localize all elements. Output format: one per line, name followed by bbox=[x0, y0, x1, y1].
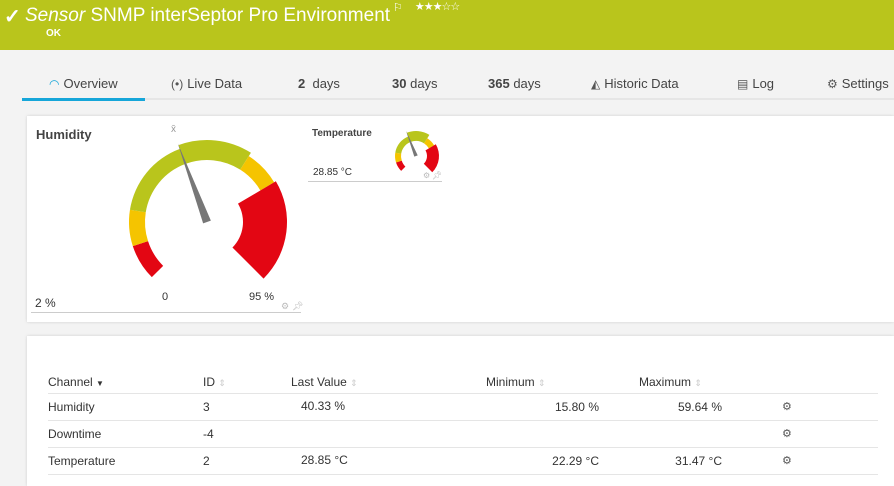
title-row: Sensor SNMP interSeptor Pro Environment … bbox=[25, 1, 460, 27]
humidity-underline bbox=[31, 312, 301, 313]
humidity-gauge-needle bbox=[177, 143, 211, 224]
temperature-underline bbox=[308, 181, 442, 182]
tab-bar: ◠ Overview (•) Live Data 2 days 30 days 36… bbox=[22, 70, 894, 101]
maximum-value bbox=[639, 420, 782, 448]
humidity-gauge-red-high-segment bbox=[232, 181, 287, 279]
temperature-gauge-red-low-segment bbox=[396, 160, 406, 171]
humidity-gauge-red-low-segment bbox=[132, 241, 164, 278]
gauges-panel: Humidity x̄ 2 % 0 95 % ⚙ 📌︎ Temperature … bbox=[27, 116, 894, 322]
tab-overview[interactable]: ◠ Overview bbox=[22, 76, 145, 101]
col-minimum[interactable]: Minimum ⇕ bbox=[486, 372, 639, 394]
table-row[interactable]: Humidity 3 40.33 % 15.80 % 59.64 % ⚙ bbox=[48, 393, 878, 421]
last-value bbox=[291, 420, 486, 448]
last-value: 40.33 % bbox=[291, 393, 486, 421]
gear-icon: ⚙ bbox=[827, 77, 838, 91]
check-icon: ✓ bbox=[4, 6, 21, 28]
channel-name[interactable]: Downtime bbox=[48, 420, 203, 448]
channel-settings-icon[interactable]: ⚙ bbox=[782, 393, 878, 421]
humidity-gauge-yellow-high-segment bbox=[240, 156, 275, 191]
gear-icon[interactable]: ⚙ bbox=[423, 171, 431, 180]
gauge-max-label: 95 % bbox=[249, 291, 275, 303]
channel-id: -4 bbox=[203, 420, 291, 448]
minimum-value: 22.29 °C bbox=[486, 447, 639, 475]
pin-icon[interactable]: 📌︎ bbox=[432, 171, 443, 180]
maximum-value: 59.64 % bbox=[639, 393, 782, 421]
tab-30-days[interactable]: 30 days bbox=[392, 76, 438, 91]
sort-icon: ⇕ bbox=[694, 378, 702, 389]
temperature-gauge-green-segment-upper bbox=[406, 131, 430, 144]
area-chart-icon: ◭ bbox=[591, 77, 601, 91]
priority-stars[interactable]: ★★★☆☆ bbox=[414, 1, 460, 13]
channel-settings-icon[interactable]: ⚙ bbox=[782, 447, 878, 475]
col-id[interactable]: ID ⇕ bbox=[203, 372, 291, 394]
status-text: OK bbox=[46, 28, 61, 39]
table-row[interactable]: Temperature 2 28.85 °C 22.29 °C 31.47 °C… bbox=[48, 447, 878, 475]
channel-settings-icon[interactable]: ⚙ bbox=[782, 420, 878, 448]
tab-2-days[interactable]: 2 days bbox=[298, 76, 340, 91]
gauge-icon: ◠ bbox=[49, 77, 60, 91]
gear-icon[interactable]: ⚙ bbox=[281, 301, 290, 311]
list-icon: ▤ bbox=[737, 77, 749, 91]
humidity-gauge-yellow-low-segment bbox=[129, 209, 149, 247]
minimum-value: 15.80 % bbox=[486, 393, 639, 421]
table-header: Channel ▼ ID ⇕ Last Value ⇕ Minimum ⇕ Ma… bbox=[48, 372, 878, 394]
maximum-value: 31.47 °C bbox=[639, 447, 782, 475]
last-value: 28.85 °C bbox=[291, 447, 486, 475]
temperature-gauge-red-high-segment bbox=[423, 144, 439, 173]
pin-icon[interactable]: 📌︎ bbox=[292, 301, 304, 311]
temperature-gauge-green-segment bbox=[395, 136, 411, 154]
sort-icon: ⇕ bbox=[350, 378, 358, 389]
flag-icon[interactable]: ⚐ bbox=[393, 2, 403, 14]
channel-name[interactable]: Temperature bbox=[48, 447, 203, 475]
temperature-gauge-title: Temperature bbox=[312, 128, 372, 139]
col-channel[interactable]: Channel ▼ bbox=[48, 372, 203, 394]
sensor-header: ✓ Sensor SNMP interSeptor Pro Environmen… bbox=[0, 0, 894, 50]
channel-name[interactable]: Humidity bbox=[48, 393, 203, 421]
sort-icon: ⇕ bbox=[218, 378, 226, 389]
tab-log[interactable]: ▤ Log bbox=[737, 76, 775, 91]
broadcast-icon: (•) bbox=[171, 77, 184, 91]
tab-live-data[interactable]: (•) Live Data bbox=[171, 76, 243, 91]
humidity-value: 2 % bbox=[35, 296, 56, 310]
humidity-gauge-green-segment bbox=[129, 148, 186, 213]
gauge-graphics bbox=[129, 130, 439, 279]
temperature-gauge-needle bbox=[406, 130, 418, 157]
sensor-title: Sensor SNMP interSeptor Pro Environment bbox=[25, 5, 391, 26]
mean-marker: x̄ bbox=[171, 124, 176, 135]
gauge-min-label: 0 bbox=[162, 291, 169, 303]
temperature-gauge-yellow-low-segment bbox=[394, 152, 402, 163]
sort-icon: ⇕ bbox=[538, 378, 546, 389]
minimum-value bbox=[486, 420, 639, 448]
col-last-value[interactable]: Last Value ⇕ bbox=[291, 372, 486, 394]
humidity-gauge-title: Humidity bbox=[36, 127, 92, 142]
tab-365-days[interactable]: 365 days bbox=[488, 76, 541, 91]
channel-id: 2 bbox=[203, 447, 291, 475]
channel-id: 3 bbox=[203, 393, 291, 421]
table-row[interactable]: Downtime -4 ⚙ bbox=[48, 420, 878, 448]
temperature-value: 28.85 °C bbox=[313, 167, 353, 178]
sort-desc-icon: ▼ bbox=[96, 379, 104, 389]
temperature-gauge-yellow-high-segment bbox=[424, 138, 435, 149]
col-maximum[interactable]: Maximum ⇕ bbox=[639, 372, 782, 394]
channels-table: Channel ▼ ID ⇕ Last Value ⇕ Minimum ⇕ Ma… bbox=[48, 372, 878, 475]
tab-settings[interactable]: ⚙ Settings bbox=[827, 76, 889, 91]
tab-historic-data[interactable]: ◭ Historic Data bbox=[591, 76, 679, 91]
humidity-gauge-green-segment-upper bbox=[178, 140, 251, 170]
